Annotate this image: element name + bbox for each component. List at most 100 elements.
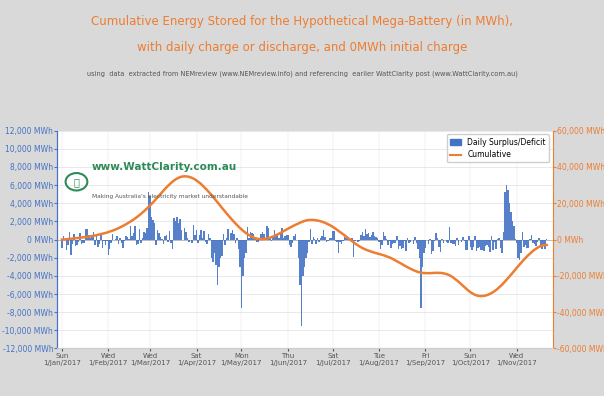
Bar: [404, 240, 405, 241]
Bar: [417, 240, 419, 249]
Bar: [255, 240, 257, 242]
Bar: [227, 229, 229, 240]
Legend: Daily Surplus/Deficit, Cumulative: Daily Surplus/Deficit, Cumulative: [447, 135, 549, 162]
Bar: [217, 240, 218, 285]
Bar: [226, 238, 227, 240]
Bar: [262, 232, 263, 240]
Bar: [295, 234, 296, 240]
Bar: [277, 234, 278, 240]
Bar: [235, 240, 236, 244]
Bar: [204, 230, 205, 240]
Bar: [406, 238, 408, 240]
Bar: [506, 185, 507, 240]
Bar: [212, 240, 214, 262]
Bar: [246, 227, 248, 240]
Bar: [169, 231, 170, 240]
Bar: [306, 240, 308, 253]
Bar: [127, 237, 129, 240]
Bar: [135, 226, 136, 240]
Bar: [254, 239, 255, 240]
Bar: [509, 203, 510, 240]
Bar: [423, 240, 425, 253]
Bar: [435, 232, 437, 240]
Bar: [151, 217, 152, 240]
Bar: [413, 240, 414, 244]
Bar: [446, 240, 447, 242]
Bar: [199, 235, 201, 240]
Bar: [489, 240, 490, 252]
Bar: [525, 240, 527, 245]
Bar: [419, 240, 420, 258]
Bar: [493, 240, 495, 242]
Bar: [85, 229, 86, 240]
Bar: [239, 240, 240, 267]
Text: www.WattClarity.com.au: www.WattClarity.com.au: [92, 162, 237, 172]
Bar: [452, 240, 453, 244]
Bar: [266, 227, 268, 240]
Bar: [70, 240, 72, 255]
Bar: [370, 237, 371, 240]
Bar: [98, 240, 100, 244]
Bar: [120, 238, 121, 240]
Bar: [161, 239, 163, 240]
Bar: [524, 240, 525, 247]
Bar: [425, 240, 426, 248]
Text: using  data  extracted from NEMreview (www.NEMreview.info) and referencing  earl: using data extracted from NEMreview (www…: [86, 70, 518, 77]
Bar: [510, 212, 512, 240]
Bar: [73, 234, 74, 240]
Bar: [77, 240, 79, 242]
Bar: [483, 240, 484, 251]
Bar: [284, 236, 286, 240]
Bar: [164, 236, 166, 240]
Bar: [464, 240, 465, 241]
Bar: [537, 240, 538, 242]
Bar: [384, 236, 386, 240]
Bar: [434, 240, 435, 241]
Bar: [132, 236, 133, 240]
Bar: [243, 240, 245, 258]
Bar: [533, 240, 534, 243]
Bar: [104, 240, 106, 244]
Bar: [61, 240, 63, 248]
Bar: [440, 240, 441, 252]
Bar: [317, 238, 318, 240]
Bar: [402, 240, 404, 248]
Bar: [324, 236, 326, 240]
Bar: [396, 236, 398, 240]
Bar: [399, 240, 401, 246]
Bar: [145, 233, 146, 240]
Bar: [181, 230, 182, 240]
Bar: [389, 240, 390, 241]
Bar: [443, 240, 444, 244]
Bar: [272, 236, 274, 240]
Bar: [111, 240, 112, 244]
Bar: [470, 240, 471, 247]
Bar: [249, 232, 251, 240]
Bar: [123, 240, 124, 248]
Bar: [309, 229, 311, 240]
Bar: [492, 240, 493, 250]
Bar: [368, 233, 370, 240]
Bar: [118, 240, 120, 244]
Bar: [154, 223, 155, 240]
Bar: [541, 240, 543, 249]
Bar: [438, 240, 440, 247]
Bar: [437, 238, 438, 240]
Bar: [269, 238, 271, 240]
Bar: [82, 240, 83, 243]
Bar: [149, 196, 151, 240]
Bar: [342, 240, 344, 241]
Bar: [345, 238, 347, 240]
Bar: [121, 240, 123, 244]
Bar: [175, 221, 176, 240]
Bar: [206, 240, 208, 244]
Text: Cumulative Energy Stored for the Hypothetical Mega-Battery (in MWh),: Cumulative Energy Stored for the Hypothe…: [91, 15, 513, 28]
Bar: [477, 240, 478, 248]
Bar: [422, 240, 423, 267]
Bar: [481, 240, 483, 249]
Bar: [69, 232, 70, 240]
Bar: [146, 228, 148, 240]
Bar: [251, 233, 252, 240]
Bar: [456, 238, 458, 240]
Bar: [395, 240, 396, 244]
